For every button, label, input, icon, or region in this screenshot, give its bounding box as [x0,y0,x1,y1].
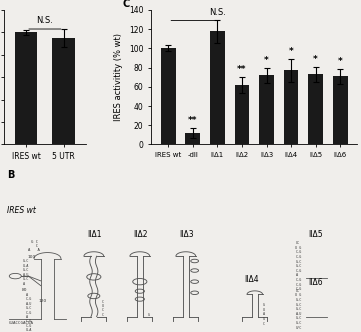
Bar [15,33,38,144]
Text: **: ** [188,116,197,125]
Text: *: * [338,57,343,66]
Text: **: ** [237,65,247,74]
Text: UC
U G
G-C
G-C
G-C
A-U
G-C
G-C
G/C: UC U G G-C G-C G-C A-U G-C G-C G/C [295,289,302,330]
Text: 100: 100 [28,255,36,259]
Text: *: * [264,56,269,65]
Text: IIΔ4: IIΔ4 [244,275,259,284]
Bar [235,85,249,144]
Text: A
C-G
A-U
G-C
C-G
A
C-G
C-G
U-A
C-G: A C-G A-U G-C C-G A C-G C-G U-A C-G [26,293,32,332]
Bar [333,76,348,144]
Text: IIΔ2: IIΔ2 [134,230,148,239]
Text: C
U
C
C: C U C C [101,300,104,317]
Text: G
U
A
G
C: G U A G C [262,303,265,325]
Text: 120: 120 [39,299,47,303]
Bar [259,75,274,144]
Text: UC
U G
C-G
C-G
G-C
G-C
C-G
A
C-G
C-G
C-G: UC U G C-G C-G G-C G-C C-G A C-G C-G C-G [295,241,302,291]
Text: G C
  C: G C C [31,240,38,248]
Bar [308,74,323,144]
Text: N.S.: N.S. [36,16,53,25]
Bar [52,38,75,144]
Bar [284,70,299,144]
Bar [186,133,200,144]
Text: IIΔ3: IIΔ3 [179,230,194,239]
Text: N.S.: N.S. [209,8,226,17]
Text: A   A: A A [28,248,40,252]
Text: B: B [7,170,14,180]
Text: GUACCGACUA: GUACCGACUA [9,321,34,325]
Text: IIΔ1: IIΔ1 [87,230,102,239]
Text: IIΔ6: IIΔ6 [308,278,322,287]
Text: *: * [313,55,318,64]
Text: IIΔ5: IIΔ5 [308,230,322,239]
Text: G-C
U-A
G-C
A-U
G-C
A: G-C U-A G-C A-U G-C A [23,259,30,286]
Bar [210,31,225,144]
Bar [161,48,176,144]
Text: IRES wt: IRES wt [7,206,36,215]
Y-axis label: IRES activitity (% wt): IRES activitity (% wt) [114,33,123,121]
Text: *: * [289,47,293,56]
Text: C: C [122,0,130,9]
Text: 80: 80 [22,288,27,292]
Text: G: G [148,313,150,317]
